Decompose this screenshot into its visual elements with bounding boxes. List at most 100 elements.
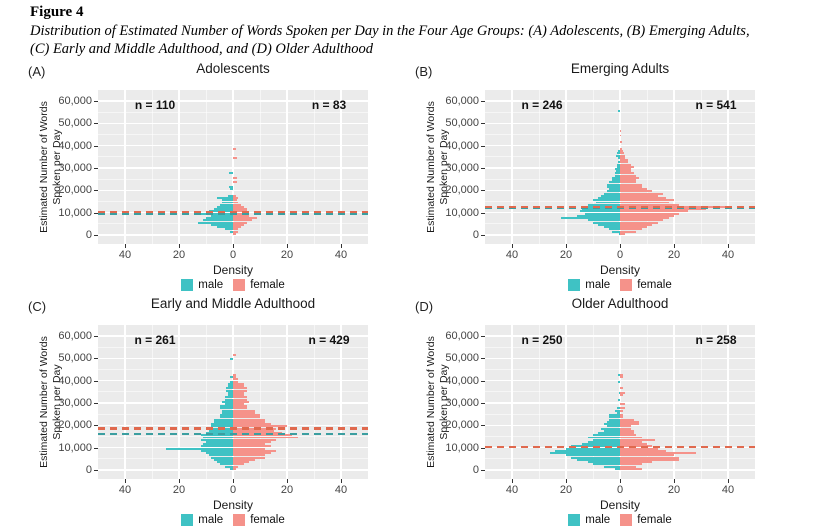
n-female-label: n = 83: [311, 98, 347, 112]
male-histogram-bar: [216, 461, 233, 464]
female-histogram-bar: [620, 183, 642, 186]
legend-male-label: male: [585, 514, 611, 526]
female-histogram-bar: [620, 190, 653, 193]
male-histogram-bar: [611, 179, 620, 182]
female-histogram-bar: [620, 456, 680, 459]
female-histogram-bar: [233, 396, 247, 399]
male-histogram-bar: [211, 456, 233, 459]
male-histogram-bar: [206, 432, 233, 434]
x-tick-label: 40: [505, 484, 519, 496]
x-tick-label: 40: [505, 249, 519, 261]
x-tick-label: 40: [334, 484, 348, 496]
gridline-major-vertical: [286, 90, 288, 244]
female-histogram-bar: [620, 221, 658, 224]
x-tick-mark: [125, 479, 126, 483]
female-histogram-bar: [620, 210, 688, 213]
female-histogram-bar: [233, 463, 244, 466]
male-histogram-bar: [587, 219, 620, 222]
male-histogram-bar: [587, 203, 620, 206]
male-histogram-bar: [609, 414, 620, 417]
female-histogram-bar: [620, 170, 631, 173]
gridline-minor-vertical: [259, 90, 261, 244]
legend: male female: [485, 514, 755, 526]
y-tick-label: 50,000: [58, 117, 92, 130]
female-histogram-bar: [233, 176, 238, 179]
female-histogram-bar: [620, 373, 624, 376]
panel-letter: (D): [415, 299, 434, 314]
male-histogram-bar: [230, 188, 233, 191]
male-histogram-bar: [227, 391, 233, 394]
male-histogram-bar: [617, 163, 620, 166]
x-tick-label: 40: [334, 249, 348, 261]
gridline-major-vertical: [727, 90, 729, 244]
female-histogram-bar: [233, 181, 238, 184]
male-histogram-bar: [582, 443, 620, 446]
female-histogram-bar: [233, 226, 242, 229]
female-histogram-bar: [620, 454, 674, 457]
caption-line-1: Distribution of Estimated Number of Word…: [30, 23, 750, 39]
male-histogram-bar: [219, 463, 233, 466]
female-histogram-bar: [233, 456, 266, 459]
male-histogram-bar: [226, 389, 233, 392]
y-tick-mark: [481, 470, 485, 471]
x-tick-label: 40: [721, 484, 735, 496]
plot-area: n = 261 n = 429: [98, 325, 368, 479]
female-histogram-bar: [620, 159, 629, 162]
n-male-label: n = 261: [134, 333, 176, 347]
female-histogram-bar: [620, 165, 634, 168]
x-tick-label: 20: [280, 249, 294, 261]
x-tick-label: 0: [616, 484, 624, 496]
figure-caption: Distribution of Estimated Number of Word…: [30, 22, 800, 58]
female-swatch-icon: [620, 514, 633, 526]
female-histogram-bar: [620, 232, 626, 235]
male-histogram-bar: [227, 194, 233, 197]
x-tick-label: 20: [559, 249, 573, 261]
x-tick-label: 0: [229, 484, 237, 496]
male-histogram-bar: [219, 416, 233, 419]
y-tick-label: 10,000: [445, 441, 479, 454]
male-histogram-bar: [582, 208, 620, 211]
male-histogram-bar: [219, 407, 233, 410]
y-tick-mark: [481, 235, 485, 236]
female-histogram-bar: [233, 420, 266, 423]
female-histogram-bar: [620, 203, 680, 206]
male-histogram-bar: [587, 436, 620, 439]
y-tick-label: 60,000: [445, 95, 479, 107]
male-histogram-bar: [617, 373, 620, 376]
female-histogram-bar: [233, 403, 244, 405]
male-histogram-bar: [606, 185, 620, 188]
n-male-label: n = 246: [521, 98, 563, 112]
male-histogram-bar: [603, 423, 620, 426]
male-swatch-icon: [568, 279, 581, 291]
female-histogram-bar: [233, 232, 236, 235]
male-histogram-bar: [224, 398, 233, 401]
male-histogram-bar: [593, 199, 620, 202]
male-histogram-bar: [206, 452, 233, 455]
male-histogram-bar: [222, 199, 233, 202]
female-histogram-bar: [233, 423, 271, 426]
female-histogram-bar: [620, 434, 637, 437]
male-histogram-bar: [211, 223, 233, 226]
y-tick-label: 30,000: [58, 162, 92, 174]
female-histogram-bar: [233, 458, 255, 461]
gridline-minor-vertical: [700, 90, 702, 244]
y-tick-label: 20,000: [58, 184, 92, 197]
y-tick-label: 60,000: [58, 95, 92, 107]
y-tick-label: 30,000: [58, 397, 92, 409]
female-histogram-bar: [233, 409, 255, 412]
female-histogram-bar: [620, 174, 637, 177]
panel-letter: (C): [28, 299, 47, 314]
male-histogram-bar: [203, 436, 233, 439]
gridline-minor-vertical: [205, 325, 207, 479]
gridline-major-vertical: [340, 325, 342, 479]
x-tick-label: 0: [229, 249, 237, 261]
female-histogram-bar: [233, 219, 252, 222]
male-histogram-bar: [224, 403, 233, 405]
female-histogram-bar: [620, 447, 658, 450]
legend-male-label: male: [198, 279, 224, 291]
male-histogram-bar: [224, 228, 233, 231]
y-tick-mark: [481, 123, 485, 125]
female-histogram-bar: [620, 161, 629, 164]
male-median-dashed-line: [98, 212, 368, 215]
